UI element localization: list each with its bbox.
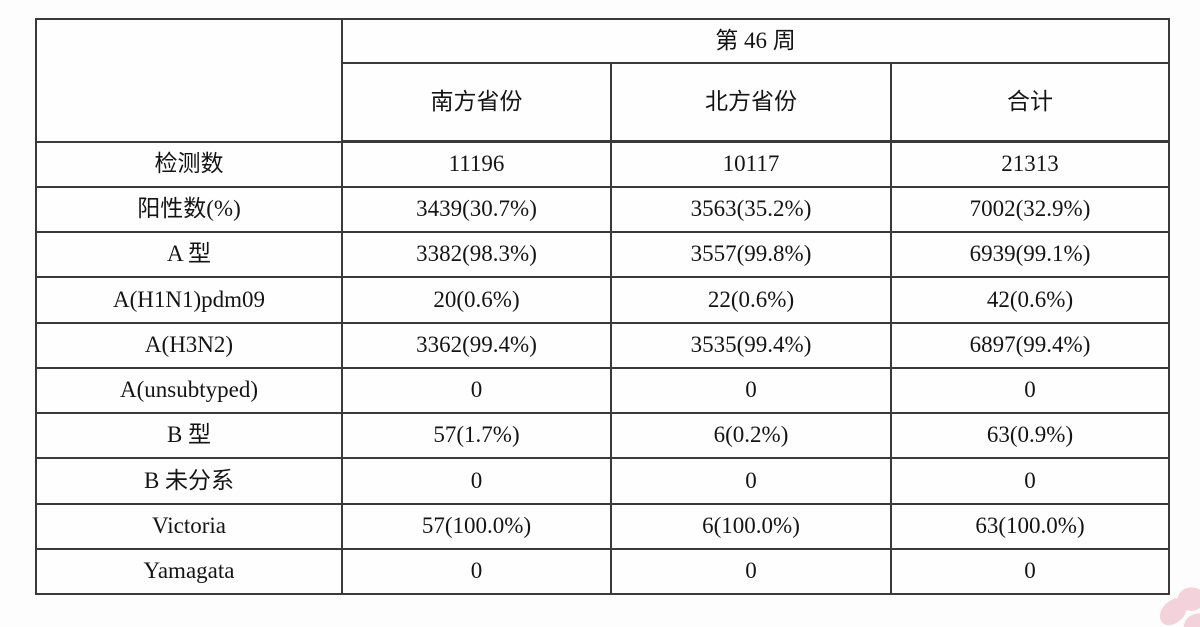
table-row-h1n1pdm09: A(H1N1)pdm09 20(0.6%) 22(0.6%) 42(0.6%)	[35, 276, 1170, 324]
cell-south: 57(1.7%)	[341, 412, 612, 460]
column-header-south: 南方省份	[341, 62, 612, 144]
table-row-a-unsubtyped: A(unsubtyped) 0 0 0	[35, 366, 1170, 415]
cell-south: 3362(99.4%)	[341, 321, 612, 369]
row-label: A(H1N1)pdm09	[35, 276, 343, 324]
row-label: Victoria	[35, 502, 343, 550]
table-row-yamagata: Yamagata 0 0 0	[35, 547, 1170, 596]
cell-north: 0	[610, 457, 892, 505]
cell-total: 6897(99.4%)	[890, 321, 1170, 369]
row-label: B 未分系	[35, 457, 343, 505]
header-row-regions: 南方省份 北方省份 合计	[36, 62, 1170, 144]
table-row-type-a: A 型 3382(98.3%) 3557(99.8%) 6939(99.1%)	[35, 231, 1170, 279]
cell-north: 3563(35.2%)	[610, 185, 892, 234]
table-row-victoria: Victoria 57(100.0%) 6(100.0%) 63(100.0%)	[35, 502, 1170, 550]
cell-north: 0	[610, 366, 892, 415]
cell-south: 3382(98.3%)	[341, 231, 612, 279]
cell-north: 6(0.2%)	[610, 412, 892, 460]
table-row-h3n2: A(H3N2) 3362(99.4%) 3535(99.4%) 6897(99.…	[35, 321, 1170, 369]
cell-north: 6(100.0%)	[610, 502, 892, 550]
cell-north: 22(0.6%)	[610, 276, 892, 324]
table-row-positive: 阳性数(%) 3439(30.7%) 3563(35.2%) 7002(32.9…	[35, 185, 1170, 234]
cell-total: 42(0.6%)	[890, 276, 1170, 324]
cell-south: 3439(30.7%)	[341, 185, 612, 234]
header-row-week: 第 46 周	[35, 17, 1170, 143]
row-label: A(unsubtyped)	[35, 366, 343, 415]
cell-total: 0	[890, 547, 1170, 596]
cell-north: 3557(99.8%)	[610, 231, 892, 279]
cell-total: 63(100.0%)	[890, 502, 1170, 550]
cell-total: 7002(32.9%)	[890, 185, 1170, 234]
cell-total: 21313	[890, 140, 1170, 188]
column-header-total: 合计	[890, 62, 1170, 144]
row-label: 检测数	[35, 140, 343, 188]
row-label: 阳性数(%)	[35, 185, 343, 234]
table-row-b-unlineaged: B 未分系 0 0 0	[35, 457, 1170, 505]
table-row-type-b: B 型 57(1.7%) 6(0.2%) 63(0.9%)	[35, 412, 1170, 460]
cell-total: 63(0.9%)	[890, 412, 1170, 460]
cell-north: 0	[610, 547, 892, 596]
week-header: 第 46 周	[341, 17, 1170, 65]
cell-north: 10117	[610, 140, 892, 188]
cell-south: 11196	[341, 140, 612, 188]
cell-total: 6939(99.1%)	[890, 231, 1170, 279]
cell-south: 20(0.6%)	[341, 276, 612, 324]
row-label: Yamagata	[35, 547, 343, 596]
cell-south: 0	[341, 457, 612, 505]
cell-north: 3535(99.4%)	[610, 321, 892, 369]
corner-cell	[35, 18, 343, 143]
table-row-tested: 检测数 11196 10117 21313	[35, 140, 1170, 188]
cell-south: 0	[341, 366, 612, 415]
row-label: B 型	[35, 412, 343, 460]
cell-total: 0	[890, 366, 1170, 415]
cell-south: 0	[341, 547, 612, 596]
cell-total: 0	[890, 457, 1170, 505]
row-label: A 型	[35, 231, 343, 279]
column-header-north: 北方省份	[610, 62, 892, 144]
cell-south: 57(100.0%)	[341, 502, 612, 550]
row-label: A(H3N2)	[35, 321, 343, 369]
flu-surveillance-table: 第 46 周 南方省份 北方省份 合计 检测数 11196 10117 2131…	[35, 17, 1170, 596]
